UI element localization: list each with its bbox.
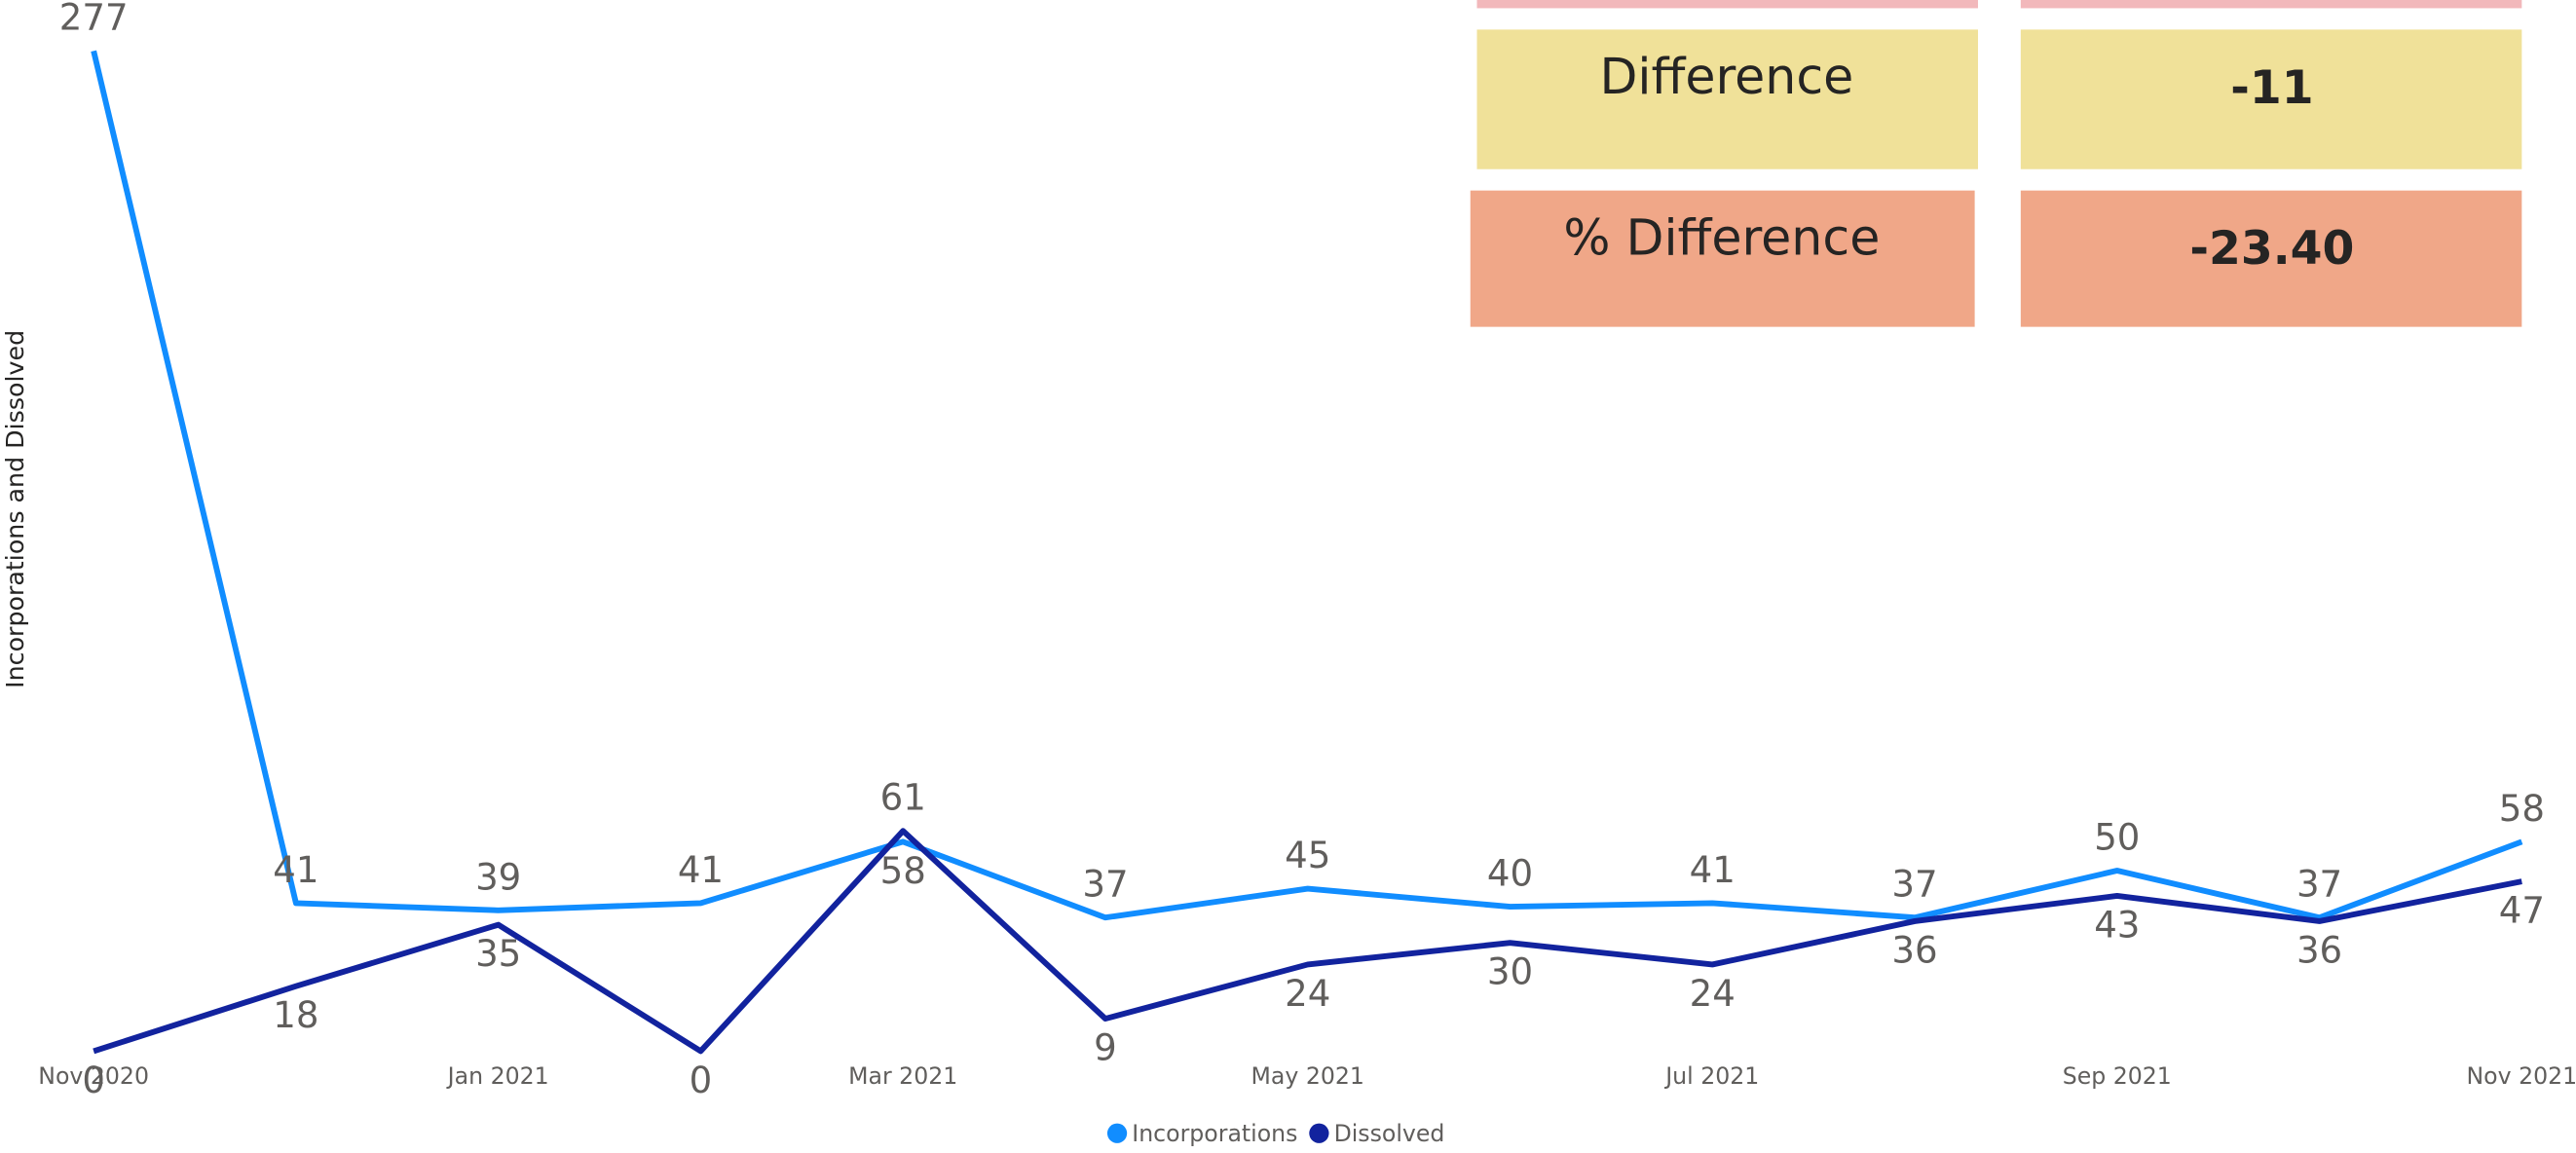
data-label: 30 — [1487, 951, 1533, 993]
legend-marker — [1106, 1123, 1128, 1143]
data-label: 9 — [1094, 1027, 1117, 1069]
data-label: 41 — [1690, 849, 1736, 891]
data-label: 39 — [475, 856, 521, 898]
x-tick-label: Jul 2021 — [1663, 1062, 1759, 1090]
card — [1476, 29, 1978, 169]
data-label: 24 — [1690, 973, 1736, 1015]
data-label: 61 — [880, 777, 926, 819]
data-label: 58 — [880, 850, 926, 892]
data-label: 24 — [1285, 973, 1330, 1015]
data-label: 41 — [678, 849, 724, 891]
y-axis-title: Incorporations and Dissolved — [1, 330, 29, 688]
data-label: 43 — [2094, 905, 2140, 947]
data-label: 277 — [59, 0, 129, 39]
legend-marker — [1309, 1123, 1329, 1143]
x-tick-label: May 2021 — [1251, 1062, 1364, 1090]
legend-label: Incorporations — [1132, 1120, 1297, 1147]
data-label: 45 — [1285, 835, 1330, 876]
card — [2020, 29, 2522, 169]
card-value: -23.40 — [2189, 222, 2354, 276]
card — [1470, 190, 1975, 327]
x-tick-label: Mar 2021 — [848, 1062, 957, 1090]
card-top — [1476, 0, 1978, 9]
x-tick-label: Nov 2021 — [2466, 1062, 2576, 1090]
series-line — [91, 50, 2523, 921]
card — [2020, 190, 2522, 327]
data-label: 37 — [2296, 864, 2342, 906]
data-label: 36 — [1891, 929, 1937, 971]
x-tick-label: Sep 2021 — [2063, 1062, 2172, 1090]
data-label: 37 — [1891, 864, 1937, 906]
data-label: 0 — [690, 1060, 713, 1101]
x-tick-label: Jan 2021 — [446, 1062, 549, 1090]
data-label: 36 — [2296, 929, 2342, 971]
data-label: 58 — [2499, 788, 2545, 830]
data-label: 37 — [1082, 864, 1128, 906]
card-label: Difference — [1599, 48, 1853, 105]
series-line — [93, 828, 2522, 1055]
data-label: 47 — [2499, 890, 2545, 932]
data-label: 50 — [2094, 816, 2140, 858]
card-label: % Difference — [1563, 208, 1880, 266]
x-tick-label: Nov 2020 — [38, 1062, 149, 1090]
data-label: 18 — [273, 994, 318, 1036]
data-label: 41 — [273, 849, 318, 891]
card-value: -11 — [2230, 61, 2313, 115]
legend-label: Dissolved — [1334, 1120, 1445, 1147]
data-label: 35 — [475, 933, 521, 975]
data-label: 0 — [82, 1060, 105, 1101]
data-label: 40 — [1487, 853, 1533, 895]
card-top — [2020, 0, 2522, 9]
